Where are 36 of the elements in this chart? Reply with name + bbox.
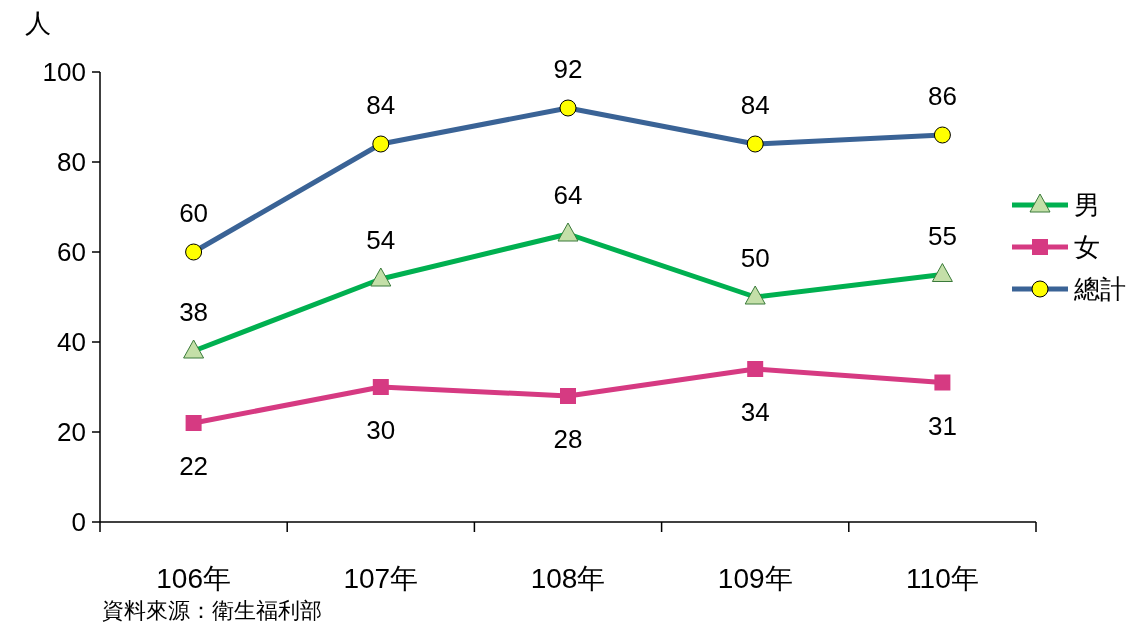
data-label: 92 <box>553 54 583 84</box>
data-label: 30 <box>366 415 396 445</box>
data-label: 34 <box>740 397 770 427</box>
legend-label: 總計 <box>1073 274 1126 304</box>
point <box>934 374 951 391</box>
data-label: 55 <box>927 220 957 251</box>
point <box>185 415 202 431</box>
x-tick-label: 106年 <box>156 563 231 594</box>
data-label: 86 <box>927 81 957 111</box>
y-tick-label: 60 <box>57 237 86 267</box>
x-tick-label: 110年 <box>906 563 979 594</box>
data-label: 31 <box>927 410 957 441</box>
data-label: 50 <box>740 243 770 273</box>
data-label: 84 <box>366 90 396 120</box>
data-label: 38 <box>179 297 209 327</box>
y-tick-label: 100 <box>42 57 86 87</box>
x-tick-label: 109年 <box>717 563 793 594</box>
y-tick-label: 0 <box>71 507 86 537</box>
data-label: 64 <box>553 180 583 210</box>
data-label: 22 <box>179 451 209 481</box>
point <box>372 379 389 395</box>
point <box>560 388 576 404</box>
y-tick-label: 20 <box>57 417 86 447</box>
data-label: 54 <box>366 225 396 255</box>
point <box>747 361 764 377</box>
data-label: 84 <box>740 90 770 120</box>
data-label: 28 <box>553 424 583 454</box>
y-axis-title: 人 <box>25 8 51 38</box>
x-tick-label: 107年 <box>343 563 419 594</box>
legend-label: 男 <box>1074 190 1100 220</box>
source-note: 資料來源：衛生福利部 <box>102 598 322 622</box>
y-tick-label: 80 <box>57 147 86 177</box>
legend-label: 女 <box>1074 232 1100 262</box>
y-tick-label: 40 <box>57 327 86 357</box>
x-tick-label: 108年 <box>530 563 606 594</box>
data-label: 60 <box>179 198 209 228</box>
